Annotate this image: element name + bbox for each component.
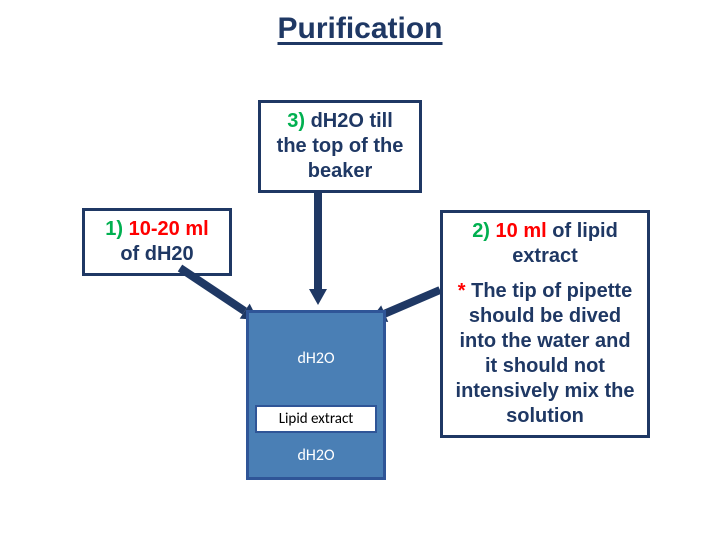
step1-amount: 10-20 ml — [129, 218, 209, 240]
lipid-band: Lipid extract — [255, 405, 377, 433]
arrow-step3 — [298, 170, 338, 325]
step3-line1: dH2O till — [311, 110, 393, 132]
step3-box: 3) dH2O till the top of the beaker — [258, 100, 422, 193]
step3-line2: the top of the beaker — [277, 135, 404, 182]
beaker-label-top: dH2O — [249, 349, 383, 368]
beaker: dH2O Lipid extract dH2O — [246, 310, 386, 480]
page-title: Purification — [277, 12, 442, 46]
step3-num: 3) — [287, 110, 305, 132]
beaker-label-bottom: dH2O — [249, 446, 383, 465]
step2-amount: 10 ml — [496, 220, 547, 242]
step2-num: 2) — [472, 220, 490, 242]
lipid-label: Lipid extract — [279, 410, 354, 428]
step2-box: 2) 10 ml of lipid extract * The tip of p… — [440, 210, 650, 438]
step1-num: 1) — [105, 218, 123, 240]
step2-note: The tip of pipette should be dived into … — [456, 280, 635, 427]
